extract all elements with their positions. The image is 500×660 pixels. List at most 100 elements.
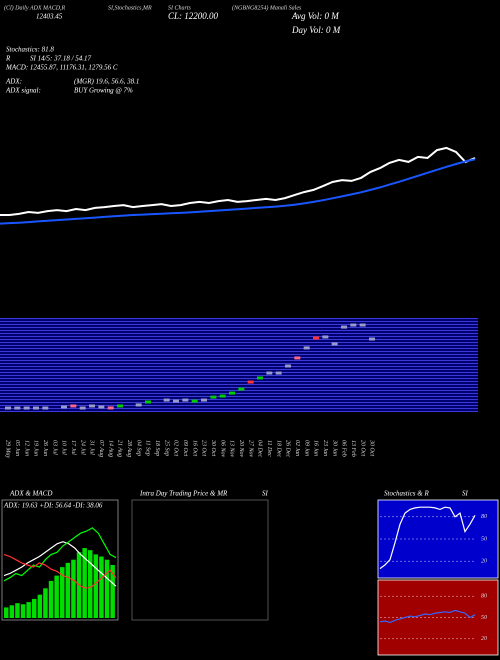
- adx-title: ADX & MACD: [9, 490, 52, 498]
- buy-text: BUY Growing @ 7%: [74, 87, 133, 95]
- y-tick-label: 80: [481, 514, 487, 520]
- x-tick-label: 30 Oct: [210, 439, 216, 456]
- x-tick-label: 27 Nov: [247, 440, 253, 458]
- candle: [257, 376, 263, 380]
- x-tick-label: 04 Dec: [257, 440, 264, 457]
- y-tick-label: 50: [481, 536, 487, 542]
- candle: [173, 399, 179, 403]
- series-line: [3, 553, 117, 589]
- bar: [104, 559, 110, 618]
- x-tick-label: 03 Jul: [51, 440, 57, 455]
- bar: [37, 594, 43, 618]
- candle: [89, 404, 95, 408]
- x-tick-label: 19 Jun: [33, 440, 39, 456]
- si-text: SI 14/5: 37.18 / 54.17: [30, 55, 92, 63]
- header-price: 12403.45: [36, 13, 63, 21]
- x-tick-label: 20 Oct: [359, 440, 365, 456]
- candle: [14, 406, 21, 410]
- avg-vol: Avg Vol: 0 M: [291, 11, 339, 21]
- bar: [82, 548, 87, 618]
- bar: [43, 588, 48, 618]
- x-tick-label: 14 Aug: [107, 440, 114, 457]
- intra-sub: SI: [262, 490, 269, 498]
- x-tick-label: 16 Oct: [191, 440, 197, 456]
- candle: [210, 395, 217, 399]
- x-tick-label: 18 Dec: [275, 440, 281, 457]
- bar: [99, 556, 104, 618]
- candle: [33, 406, 39, 410]
- candle: [107, 406, 114, 410]
- candle: [266, 371, 273, 375]
- bar: [32, 598, 37, 618]
- intra-title: Intra Day Trading Price & MR: [139, 490, 228, 498]
- candle: [135, 403, 142, 407]
- y-tick-label: 20: [481, 559, 487, 565]
- x-tick-label: 23 Oct: [201, 440, 207, 456]
- x-tick-label: 26 Jun: [42, 440, 48, 456]
- candle: [359, 323, 366, 327]
- bar: [54, 575, 59, 618]
- x-tick-label: 11 Dec: [266, 440, 272, 457]
- mgr-text: (MGR) 19.6, 56.6, 38.1: [74, 78, 139, 86]
- adx-label: ADX: 19.63 +DI: 56.64 -DI: 38.06: [3, 502, 103, 510]
- candle: [42, 406, 49, 410]
- x-tick-label: 05 Jun: [14, 440, 20, 456]
- y-tick-label: 50: [481, 615, 487, 621]
- x-tick-label: 06 Feb: [341, 440, 347, 457]
- header-studies: SI,Stochastics,MR: [108, 5, 152, 11]
- candle: [341, 325, 347, 329]
- candle: [219, 394, 226, 398]
- bar: [88, 550, 93, 618]
- bar: [9, 605, 15, 618]
- x-tick-label: 28 Aug: [126, 440, 132, 457]
- candle: [201, 398, 207, 402]
- header-left: (Cl) Daily ADX MACD,R: [4, 4, 66, 11]
- bar: [93, 554, 99, 618]
- candle: [238, 387, 245, 391]
- candle: [322, 335, 329, 339]
- bar: [71, 559, 76, 618]
- x-tick-label: 25 Sep: [163, 440, 169, 456]
- x-tick-label: 06 Nov: [219, 440, 225, 458]
- candle: [23, 406, 30, 410]
- x-tick-label: 04 Sep: [135, 440, 142, 456]
- candle: [369, 337, 375, 341]
- adx-text: ADX:: [5, 78, 22, 86]
- bar: [60, 567, 65, 618]
- candle: [98, 405, 105, 409]
- candle: [70, 404, 77, 408]
- x-tick-label: 13 Nov: [229, 440, 235, 458]
- series-line: [0, 158, 476, 225]
- x-tick-label: 07 Aug: [98, 440, 104, 457]
- bar: [20, 604, 26, 618]
- series-line: [0, 146, 476, 216]
- x-tick-label: 29 May: [5, 440, 11, 458]
- candle: [182, 398, 189, 402]
- day-vol: Day Vol: 0 M: [291, 25, 341, 35]
- candle: [313, 336, 319, 340]
- x-tick-label: 16 Jan: [313, 440, 319, 456]
- x-tick-label: 21 Aug: [117, 440, 123, 457]
- candle: [229, 391, 235, 395]
- x-tick-label: 02 Oct: [173, 440, 179, 456]
- candle: [5, 406, 11, 410]
- r-text: R: [5, 55, 11, 63]
- x-tick-label: 20 Nov: [238, 440, 244, 458]
- bar: [110, 565, 115, 618]
- series-line: [379, 506, 476, 570]
- bar: [65, 562, 71, 618]
- x-tick-label: 30 Jan: [331, 439, 337, 456]
- candle: [79, 406, 86, 410]
- x-tick-label: 10 Jul: [61, 440, 67, 455]
- x-tick-label: 12 Jun: [23, 440, 29, 456]
- stoch-title: Stochastics & R: [384, 490, 429, 498]
- candle: [117, 404, 123, 408]
- x-tick-label: 09 Jan: [303, 440, 309, 456]
- bar: [15, 603, 20, 618]
- intra-panel: [131, 499, 269, 621]
- x-tick-label: 26 Dec: [285, 440, 291, 457]
- candle: [350, 323, 357, 327]
- x-tick-label: 18 Sep: [154, 440, 160, 456]
- y-tick-label: 20: [481, 636, 487, 642]
- bar: [48, 580, 54, 618]
